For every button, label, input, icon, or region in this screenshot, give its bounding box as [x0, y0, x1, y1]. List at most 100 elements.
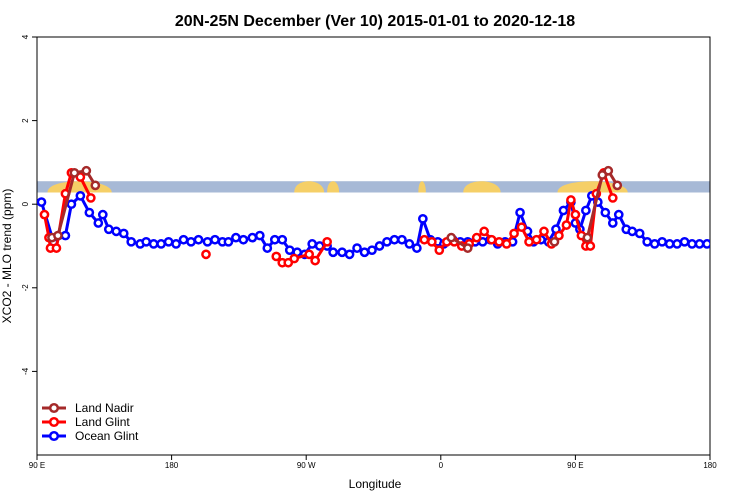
map-land-shape: [327, 181, 340, 193]
legend-item-land-glint: Land Glint: [42, 415, 130, 429]
data-point-land-glint: [509, 228, 519, 239]
data-point-ocean-glint: [284, 245, 295, 256]
data-point-ocean-glint: [337, 247, 347, 258]
data-point-ocean-glint: [103, 224, 114, 235]
data-point-ocean-glint: [163, 236, 174, 247]
data-point-ocean-glint: [374, 241, 385, 251]
data-point-land-glint: [501, 239, 512, 249]
data-point-ocean-glint: [37, 197, 47, 207]
data-point-ocean-glint: [254, 230, 265, 241]
legend-label-land-nadir: Land Nadir: [75, 401, 134, 415]
legend-marker-ocean-glint: [48, 430, 60, 442]
legend-label-land-glint: Land Glint: [75, 415, 130, 429]
data-point-ocean-glint: [111, 226, 122, 237]
data-point-land-nadir: [69, 168, 80, 178]
data-point-ocean-glint: [307, 239, 318, 249]
data-point-ocean-glint: [171, 239, 181, 249]
data-point-ocean-glint: [702, 239, 710, 249]
data-point-land-glint: [494, 236, 504, 247]
data-point-land-glint: [516, 222, 527, 233]
map-band-ocean: [37, 181, 710, 193]
data-point-land-nadir: [612, 180, 623, 191]
data-point-ocean-glint: [210, 234, 220, 245]
data-point-ocean-glint: [412, 243, 422, 253]
data-point-land-glint: [531, 234, 542, 245]
data-point-land-glint: [322, 236, 332, 247]
data-point-land-glint: [310, 255, 321, 266]
data-point-ocean-glint: [344, 249, 355, 260]
data-point-ocean-glint: [634, 228, 645, 239]
y-tick-label: -4: [21, 367, 30, 375]
data-point-land-nadir: [549, 236, 560, 247]
data-point-land-nadir: [462, 243, 473, 253]
data-point-ocean-glint: [397, 234, 407, 245]
data-point-land-glint: [289, 253, 300, 264]
data-point-land-nadir: [53, 230, 63, 241]
data-point-ocean-glint: [328, 247, 338, 258]
y-tick-label: 4: [21, 34, 30, 39]
data-point-ocean-glint: [404, 239, 415, 249]
y-tick-label: 2: [21, 118, 30, 123]
data-point-land-glint: [479, 226, 490, 237]
data-point-land-glint: [585, 241, 596, 251]
data-point-ocean-glint: [642, 236, 653, 247]
data-point-ocean-glint: [238, 234, 249, 245]
data-point-ocean-glint: [277, 234, 288, 245]
data-point-land-glint: [434, 245, 445, 256]
data-point-ocean-glint: [657, 236, 667, 247]
data-point-land-glint: [570, 209, 581, 220]
data-point-ocean-glint: [672, 239, 682, 249]
data-point-ocean-glint: [75, 190, 86, 201]
data-point-land-glint: [201, 249, 211, 260]
y-axis-label: XCO2 - MLO trend (ppm): [0, 189, 14, 324]
data-point-ocean-glint: [223, 236, 234, 247]
data-point-ocean-glint: [649, 239, 660, 249]
data-point-land-glint: [85, 193, 96, 203]
x-tick-label: 90 E: [567, 461, 583, 470]
x-tick-label: 0: [439, 461, 444, 470]
map-land-shape: [463, 181, 501, 193]
data-point-ocean-glint: [382, 236, 392, 247]
data-point-land-glint: [271, 251, 282, 262]
data-point-ocean-glint: [367, 245, 377, 256]
legend-marker-land-glint: [48, 416, 60, 428]
series-layer: [37, 165, 710, 268]
data-point-land-glint: [524, 236, 534, 247]
data-point-ocean-glint: [178, 234, 189, 245]
data-point-land-glint: [539, 226, 549, 237]
data-point-ocean-glint: [687, 239, 697, 249]
legend-marker-land-nadir: [48, 402, 60, 414]
data-point-land-glint: [426, 236, 437, 247]
x-axis: 90 E 180 90 W 0 90 E 180: [29, 455, 717, 470]
data-point-ocean-glint: [247, 232, 258, 243]
data-point-ocean-glint: [193, 234, 204, 245]
data-point-ocean-glint: [148, 239, 159, 249]
data-point-land-glint: [419, 234, 430, 245]
data-point-ocean-glint: [118, 228, 129, 239]
data-point-ocean-glint: [359, 247, 370, 258]
data-point-land-glint: [607, 193, 618, 203]
data-point-ocean-glint: [84, 207, 95, 218]
data-point-land-nadir: [81, 165, 92, 176]
data-point-ocean-glint: [97, 209, 108, 220]
data-point-ocean-glint: [126, 236, 137, 247]
data-point-ocean-glint: [141, 236, 152, 247]
legend-item-land-nadir: Land Nadir: [42, 401, 134, 415]
data-point-ocean-glint: [515, 207, 525, 218]
series-ocean-glint: [37, 190, 710, 260]
data-point-ocean-glint: [389, 234, 400, 245]
data-point-ocean-glint: [269, 234, 280, 245]
data-point-ocean-glint: [156, 239, 166, 249]
data-point-ocean-glint: [664, 239, 675, 249]
data-point-land-nadir: [582, 232, 593, 243]
y-axis: 4 2 0 -2 -4: [21, 34, 37, 375]
map-land-shape: [294, 181, 325, 193]
x-tick-label: 90 E: [29, 461, 45, 470]
data-point-ocean-glint: [600, 207, 611, 218]
x-tick-label: 90 W: [297, 461, 316, 470]
data-point-land-glint: [471, 232, 482, 243]
data-point-ocean-glint: [581, 205, 591, 216]
data-point-ocean-glint: [607, 218, 618, 228]
data-point-ocean-glint: [694, 239, 705, 249]
